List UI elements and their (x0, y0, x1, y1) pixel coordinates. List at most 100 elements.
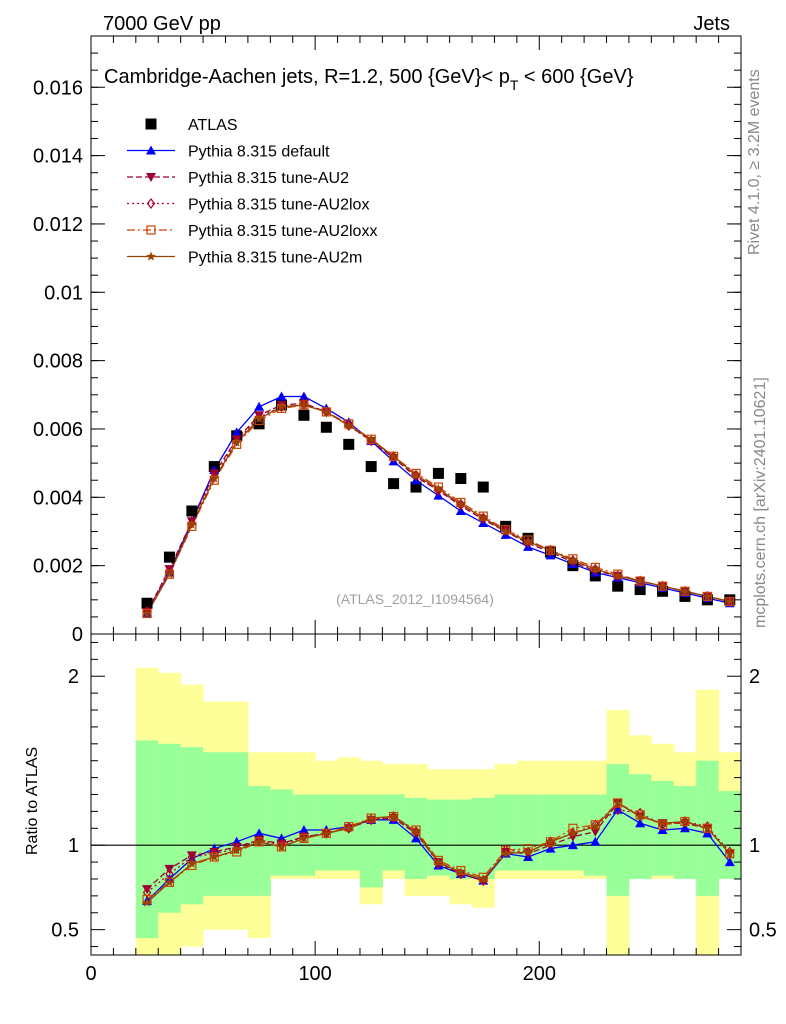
band-inner-bin (203, 752, 226, 896)
ratio-series-4-point (411, 826, 421, 836)
legend-label-5: Pythia 8.315 tune-AU2m (188, 250, 362, 267)
ratio-series-4-point (478, 873, 488, 884)
legend-label-2: Pythia 8.315 tune-AU2 (188, 170, 349, 187)
ratio-series-4-point (680, 816, 690, 826)
ratio-ytick-label-right: 2 (749, 666, 760, 688)
main-series-5-point (568, 555, 578, 565)
band-inner-bin (158, 743, 182, 913)
ratio-series-0-point (567, 840, 578, 850)
ratio-series-4-point (231, 845, 242, 855)
ratio-series-2-point (725, 846, 735, 858)
ratio-xtick-label: 100 (298, 963, 331, 985)
ratio-series-4-point (366, 813, 376, 823)
main-ytick-label: 0.008 (33, 351, 83, 373)
main-series-5-point (612, 570, 623, 580)
ratio-series-4-point (254, 836, 264, 846)
main-series-5-point (231, 437, 242, 447)
main-series-1-point (254, 401, 265, 411)
ratio-series-4-point (523, 846, 533, 856)
legend-marker-2 (146, 173, 156, 182)
ratio-ytick-label-right: 1 (749, 835, 760, 857)
band-inner-bin (135, 740, 159, 939)
ratio-series-3-point (590, 820, 600, 830)
main-series-0-point (455, 473, 467, 485)
main-series-0-point (163, 551, 175, 563)
legend-label-1: Pythia 8.315 default (188, 144, 330, 161)
mcplots-label: mcplots.cern.ch [arXiv:2401.10621] (752, 377, 769, 628)
ratio-ytick-label-left: 2 (68, 666, 79, 688)
ratio-series-1-point (142, 885, 153, 895)
main-series-4-point (344, 419, 354, 429)
main-series-5-point (523, 536, 533, 546)
main-series-0-point (410, 481, 422, 493)
ratio-ytick-label-left: 0.5 (51, 920, 79, 942)
main-series-5-point (725, 596, 735, 606)
chart-title-subscript: T (510, 77, 519, 93)
main-series-5-point (164, 569, 175, 579)
main-series-0-point (388, 478, 400, 490)
main-series-4-point (523, 535, 533, 545)
legend-marker-0 (145, 118, 157, 130)
legend-marker-3 (146, 198, 156, 209)
ratio-xtick-label: 0 (85, 963, 96, 985)
main-series-1-point (231, 427, 242, 437)
main-series-4-point (501, 525, 511, 535)
main-series-4-point (456, 497, 466, 508)
ratio-series-0-point (254, 828, 265, 838)
main-series-5-point (142, 608, 152, 618)
main-series-3-point (210, 471, 219, 483)
ratio-ytick-label-right: 0.5 (749, 920, 777, 942)
ratio-series-3-point (478, 872, 488, 882)
ratio-series-1-point (186, 851, 197, 861)
main-series-0-point (343, 438, 355, 450)
main-series-3-point (187, 517, 197, 529)
ratio-series-3-point (411, 825, 421, 835)
legend-marker-4 (146, 225, 156, 235)
main-series-4-point (568, 554, 578, 564)
band-inner-bin (494, 794, 518, 871)
band-inner-bin (225, 752, 249, 896)
ratio-series-4-point (276, 841, 287, 851)
ratio-series-4-point (299, 833, 309, 843)
ratio-series-0-point (724, 857, 735, 867)
main-series-5-point (388, 451, 399, 461)
band-inner-bin (673, 786, 697, 879)
legend: ATLAS Pythia 8.315 default Pythia 8.315 tu… (127, 117, 377, 267)
main-ytick-label: 0.006 (33, 419, 83, 441)
main-series-5-point (680, 586, 690, 596)
band-inner-bin (449, 799, 473, 879)
main-series-4-point (590, 562, 600, 572)
ratio-series-2-point (613, 804, 622, 816)
main-series-5-point (344, 420, 354, 430)
main-series-3-point (142, 606, 152, 618)
ratio-panel: 0.5 0.5 1 1 2 2 0 100 200 Ratio to ATLAS (24, 633, 777, 985)
ratio-series-4-point (635, 811, 645, 821)
main-series-3-point (254, 411, 264, 423)
rivet-label: Rivet 4.1.0, ≥ 3.2M events (746, 69, 763, 255)
ratio-series-4-point (142, 897, 152, 907)
main-series-0-point (320, 421, 332, 433)
ratio-series-0-point (298, 824, 309, 834)
main-series-3-point (232, 435, 241, 447)
ratio-series-0-point (635, 818, 646, 828)
main-ytick-label: 0.004 (33, 487, 83, 509)
band-inner-bin (382, 794, 406, 871)
main-ytick-label: 0 (72, 624, 83, 646)
main-series-5-point (209, 473, 220, 483)
ratio-series-3-point (456, 865, 466, 876)
ratio-series-2-point (254, 834, 264, 846)
main-series-0-point (186, 505, 198, 517)
main-series-5-point (187, 519, 197, 529)
chart-title: Cambridge-Aachen jets, R=1.2, 500 {GeV}<… (104, 66, 634, 93)
band-inner-bin (718, 791, 742, 879)
main-series-0-point (634, 584, 646, 596)
header-right: Jets (693, 13, 730, 35)
ratio-series-4-point (164, 877, 175, 887)
band-inner-bin (270, 789, 294, 876)
ratio-series-4-point (568, 828, 578, 838)
ratio-ytick-label-left: 1 (68, 835, 79, 857)
main-series-5-point (254, 413, 264, 423)
ratio-ylabel: Ratio to ATLAS (24, 747, 41, 855)
main-series-0-point (365, 461, 377, 473)
